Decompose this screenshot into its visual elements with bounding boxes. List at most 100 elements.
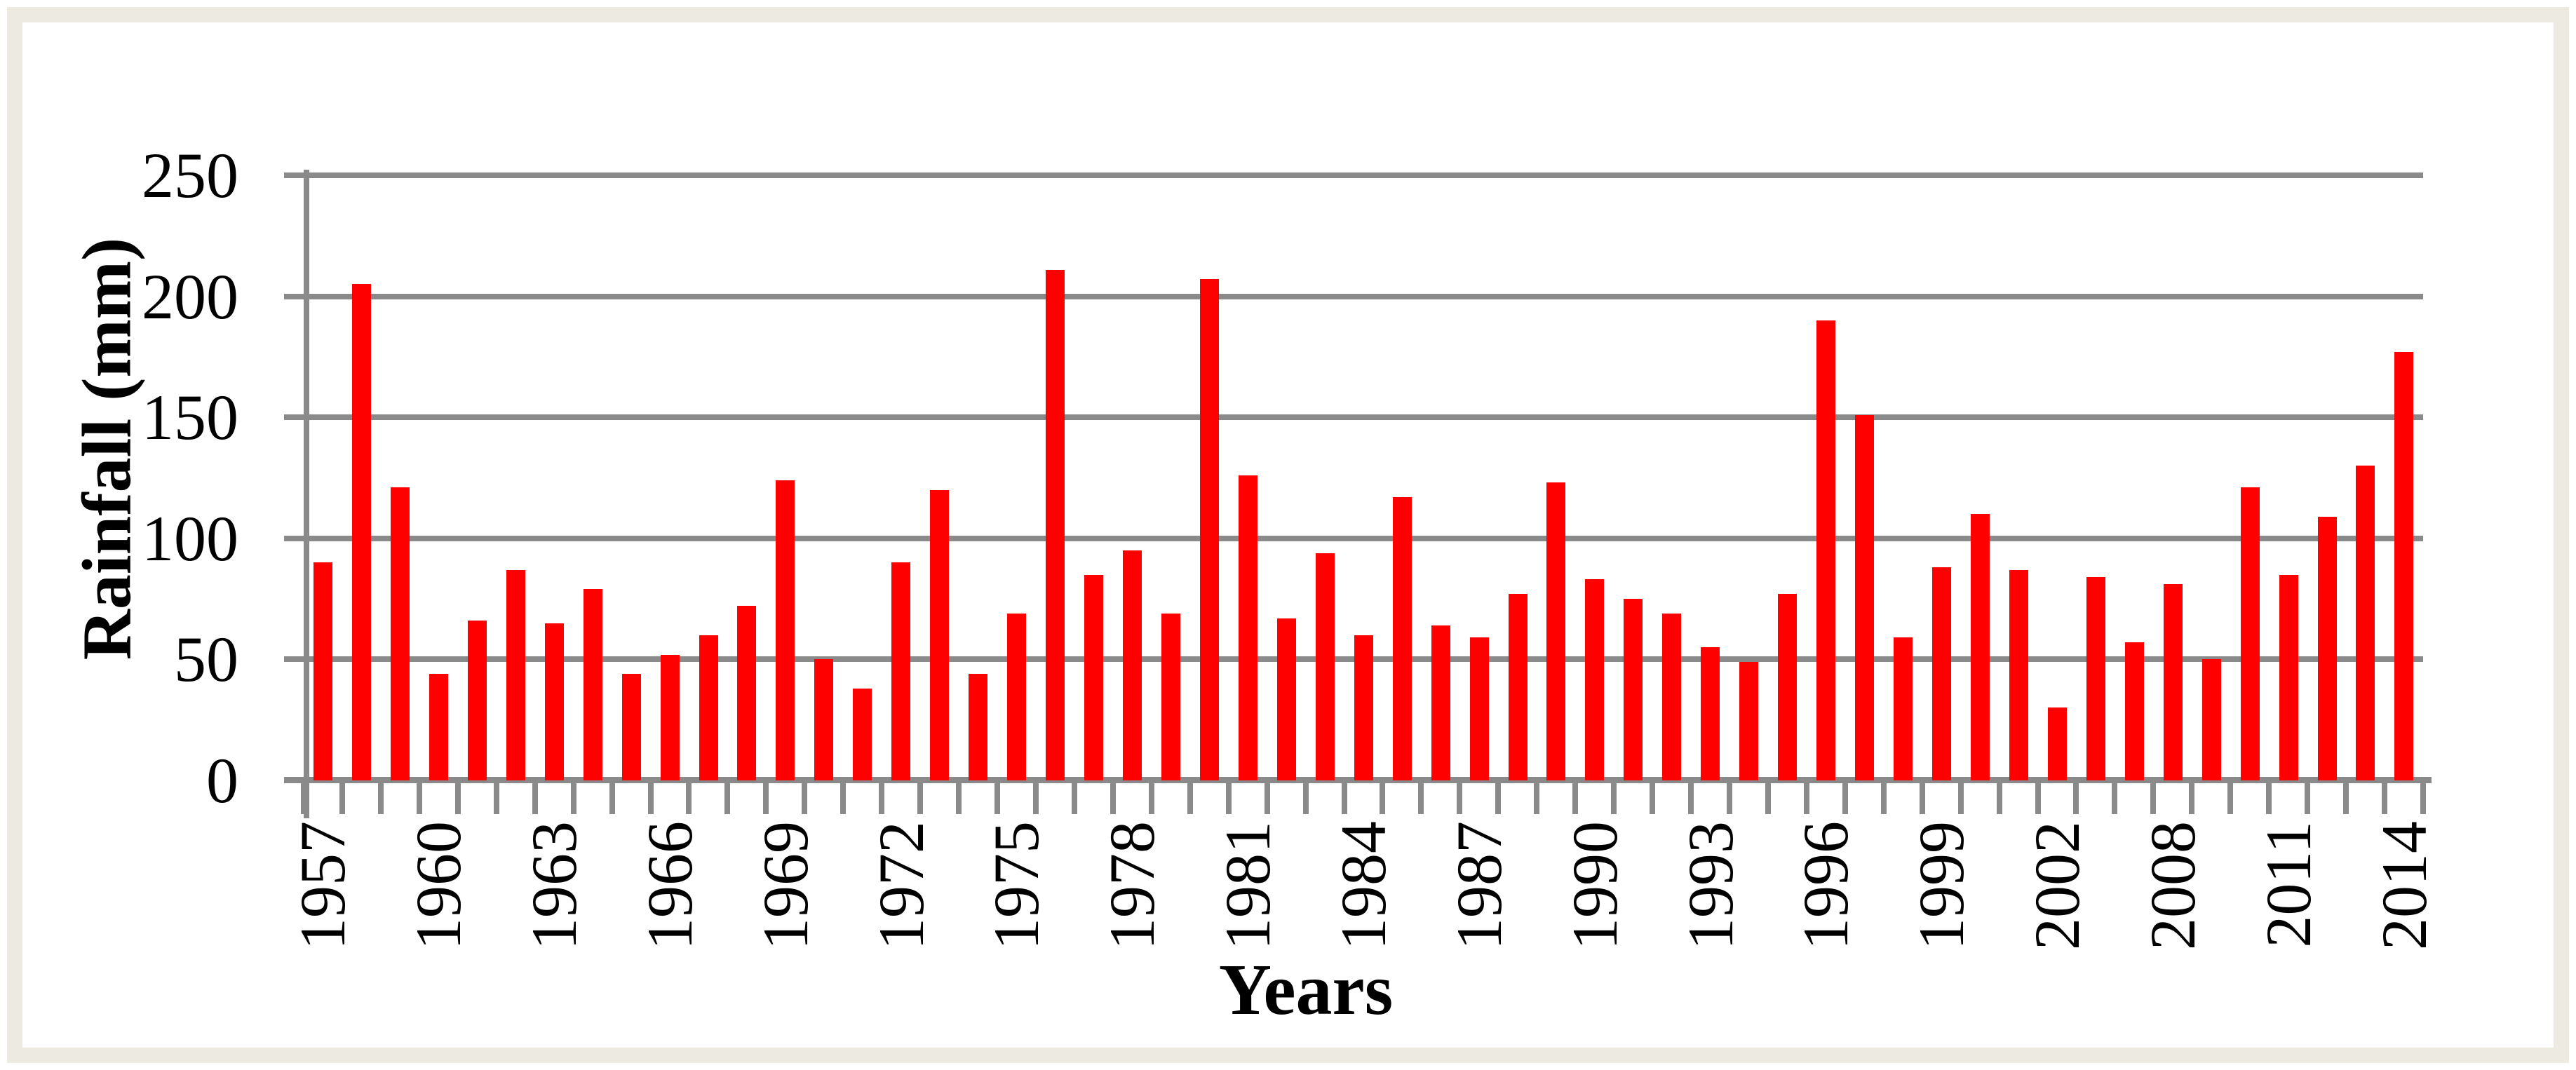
bar-2011 <box>2279 574 2298 780</box>
x-tick-mark <box>1341 780 1347 814</box>
x-tick-label-1966: 1966 <box>633 821 706 950</box>
x-tick-label-1984: 1984 <box>1328 821 1399 950</box>
bar-slot-1983 <box>1306 175 1344 780</box>
y-tick-mark <box>284 656 304 663</box>
bar-2001 <box>2009 569 2028 780</box>
y-tick-label: 200 <box>142 260 238 332</box>
bar-2003 <box>2086 577 2105 780</box>
y-tick-label: 100 <box>142 502 238 574</box>
gridline <box>304 172 2423 178</box>
x-tick-label-2008: 2008 <box>2136 821 2209 950</box>
x-tick-mark <box>1842 780 1848 814</box>
gridline <box>304 293 2423 299</box>
x-tick-mark <box>493 780 499 814</box>
y-tick-label: 150 <box>142 381 238 454</box>
bar-1964 <box>583 589 602 780</box>
figure-frame <box>7 7 2569 1063</box>
x-tick-mark <box>2073 780 2079 814</box>
bar-slot-1966 <box>651 175 689 780</box>
bar-series <box>304 175 2423 780</box>
bar-slot-1980 <box>1190 175 1229 780</box>
bar-1979 <box>1161 613 1180 780</box>
bar-1982 <box>1276 618 1296 780</box>
x-tick-mark <box>2382 780 2388 814</box>
bar-1989 <box>1546 482 1566 780</box>
bar-slot-1998 <box>1884 175 1922 780</box>
bar-slot-1975 <box>997 175 1036 780</box>
bar-1968 <box>737 606 757 780</box>
x-tick-label-1975: 1975 <box>980 821 1053 950</box>
plot-area: 1957 1960 1963 1966 1969 1972 1975 1978 1981 1984… <box>284 170 2440 950</box>
x-tick-label-1960: 1960 <box>403 821 475 950</box>
y-tick-label: 0 <box>206 745 238 816</box>
bar-slot-1959 <box>381 175 419 780</box>
x-tick-mark <box>570 780 576 814</box>
x-tick-mark <box>1302 780 1309 814</box>
x-tick-mark <box>2305 780 2311 814</box>
bar-1971 <box>853 688 872 780</box>
x-tick-mark <box>2266 780 2272 814</box>
bar-1986 <box>1431 625 1450 780</box>
x-tick-mark <box>1495 780 1502 814</box>
bar-slot-2001 <box>2000 175 2038 780</box>
y-axis-tick-labels: 0 50 100 150 200 250 <box>70 143 238 813</box>
x-tick-mark <box>609 780 615 814</box>
x-tick-mark <box>2150 780 2157 814</box>
x-tick-mark <box>1187 780 1193 814</box>
bar-slot-1989 <box>1537 175 1576 780</box>
x-tick-mark <box>1110 780 1116 814</box>
bar-slot-1988 <box>1499 175 1537 780</box>
bar-slot-1993 <box>1691 175 1729 780</box>
bar-slot-1963 <box>535 175 574 780</box>
bar-slot-1978 <box>1113 175 1152 780</box>
x-tick-mark <box>1919 780 1925 814</box>
x-tick-mark <box>1996 780 2002 814</box>
bar-1966 <box>660 654 680 780</box>
x-tick-mark <box>647 780 654 814</box>
bar-1980 <box>1199 279 1219 780</box>
bar-1959 <box>390 487 410 780</box>
bar-1963 <box>544 623 564 780</box>
bar-2014 <box>2394 352 2414 780</box>
x-tick-label-1993: 1993 <box>1674 821 1746 950</box>
bar-1972 <box>891 562 911 780</box>
y-tick-mark <box>284 414 304 421</box>
bar-1985 <box>1392 497 1412 780</box>
x-tick-mark <box>454 780 461 814</box>
bar-slot-1977 <box>1074 175 1113 780</box>
x-tick-label-1990: 1990 <box>1558 821 1631 950</box>
bar-1995 <box>1778 594 1798 780</box>
x-tick-mark <box>377 780 384 814</box>
x-tick-mark <box>1071 780 1077 814</box>
bar-slot-1996 <box>1807 175 1845 780</box>
x-tick-mark <box>2227 780 2234 814</box>
bar-slot-1967 <box>689 175 728 780</box>
bar-slot-1974 <box>959 175 997 780</box>
bar-slot-2014 <box>2385 175 2423 780</box>
bar-1961 <box>467 621 487 780</box>
x-tick-mark <box>1803 780 1809 814</box>
bar-slot-1992 <box>1652 175 1691 780</box>
bar-1970 <box>814 659 834 780</box>
bar-1962 <box>506 569 525 780</box>
bar-slot-1981 <box>1229 175 1267 780</box>
bar-2010 <box>2240 487 2260 780</box>
x-tick-label-1957: 1957 <box>287 821 359 950</box>
bar-1998 <box>1894 637 1913 780</box>
bar-slot-2008 <box>2154 175 2192 780</box>
bar-slot-2003 <box>2077 175 2115 780</box>
bar-slot-1960 <box>419 175 458 780</box>
x-tick-label-1987: 1987 <box>1443 821 1515 950</box>
bar-slot-2011 <box>2270 175 2308 780</box>
x-tick-mark <box>840 780 847 814</box>
bar-1976 <box>1046 269 1065 780</box>
x-tick-mark <box>1264 780 1270 814</box>
bar-1988 <box>1508 594 1528 780</box>
bar-slot-1971 <box>843 175 882 780</box>
x-tick-mark <box>339 780 345 814</box>
x-tick-mark <box>1148 780 1154 814</box>
x-tick-mark <box>1380 780 1386 814</box>
bar-slot-1979 <box>1152 175 1190 780</box>
bar-slot-1990 <box>1575 175 1614 780</box>
x-tick-label-1969: 1969 <box>749 821 821 950</box>
